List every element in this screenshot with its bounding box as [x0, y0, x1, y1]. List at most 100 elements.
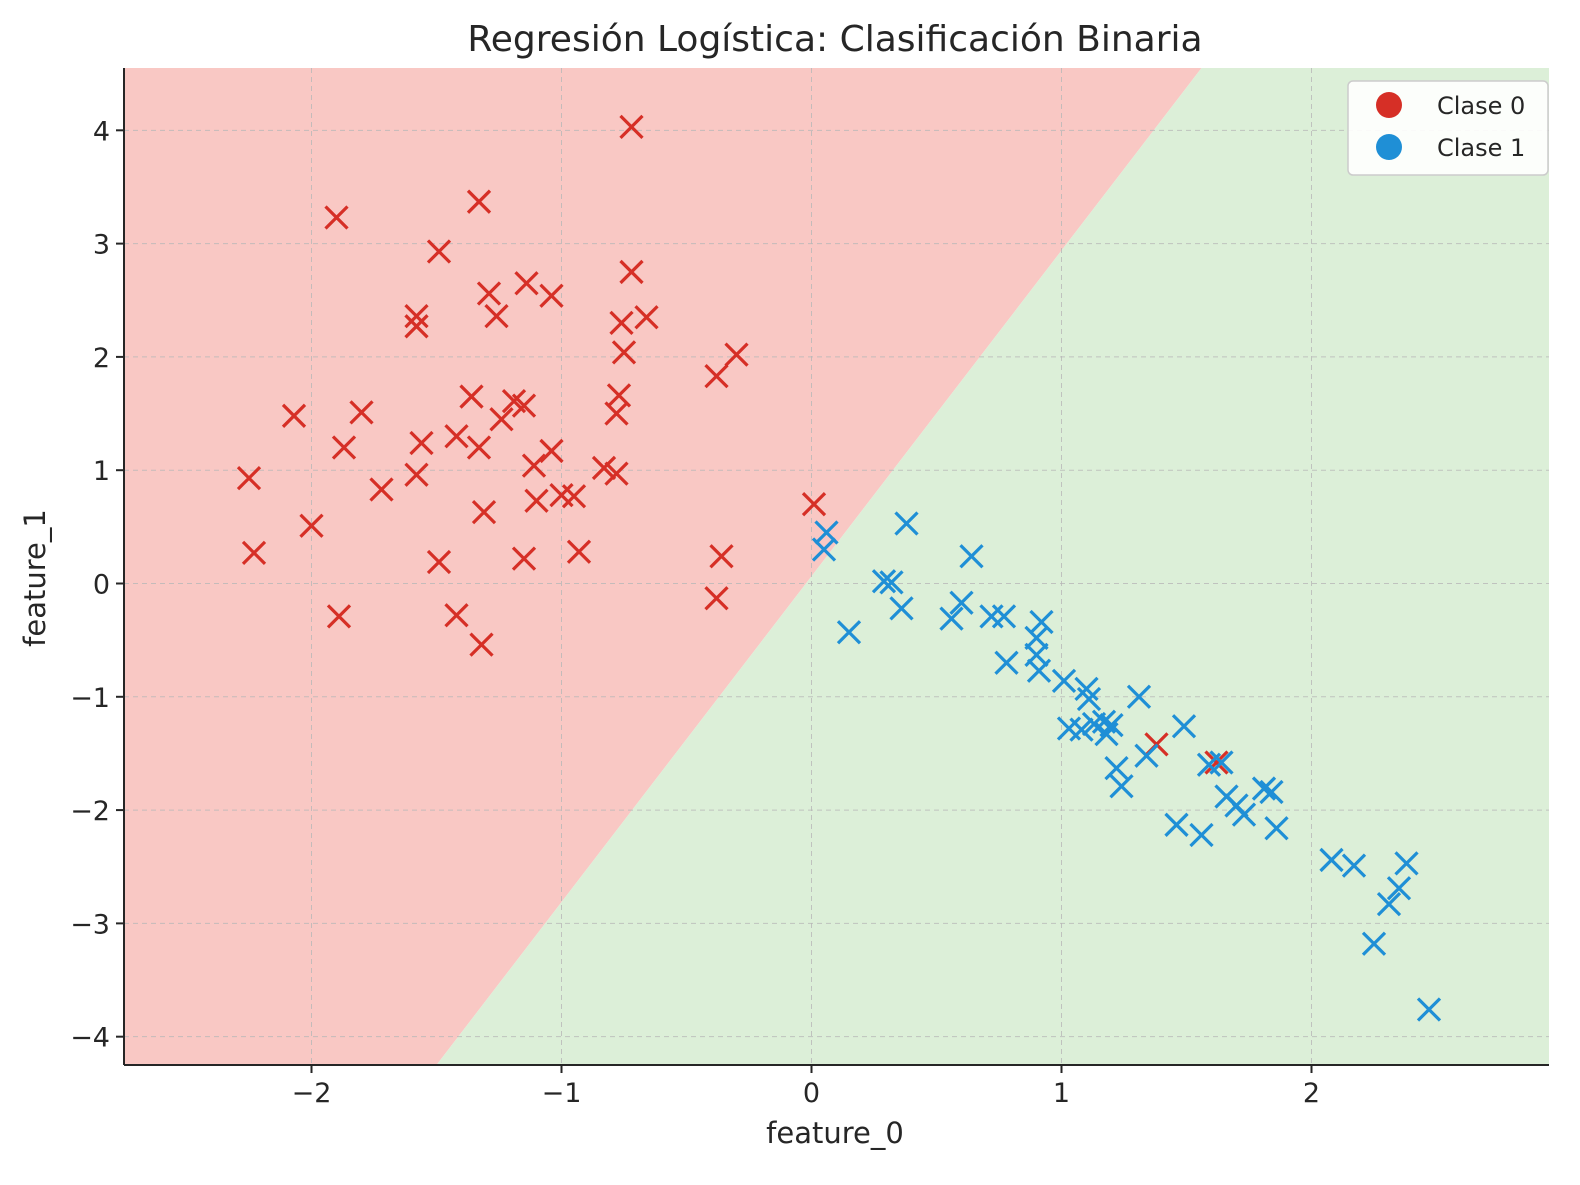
point-clase-0 [466, 435, 492, 460]
point-clase-0 [514, 271, 539, 296]
y-tick-label: 1 [93, 456, 110, 487]
legend-marker-clase-1 [1376, 134, 1402, 160]
point-clase-0 [724, 342, 749, 367]
data-points [236, 114, 1442, 1022]
point-clase-0 [426, 549, 452, 575]
point-clase-1 [994, 650, 1019, 675]
point-clase-0 [466, 189, 492, 214]
point-clase-0 [511, 393, 537, 418]
x-tick-label: 0 [803, 1078, 820, 1109]
point-clase-0 [331, 435, 357, 460]
point-clase-0 [404, 303, 429, 329]
legend: Clase 0 Clase 1 [1347, 80, 1549, 176]
chart-title: Regresión Logística: Clasificación Binar… [467, 19, 1202, 60]
point-clase-0 [539, 283, 564, 308]
point-clase-1 [1361, 931, 1387, 956]
point-clase-1 [894, 511, 919, 536]
point-clase-0 [1204, 750, 1229, 775]
region-clase-1 [436, 68, 1549, 1065]
point-clase-1 [1189, 822, 1214, 848]
point-clase-1 [1126, 684, 1152, 709]
legend-label-clase-1: Clase 1 [1437, 134, 1525, 162]
point-clase-1 [811, 537, 837, 562]
point-clase-0 [606, 383, 632, 408]
y-tick-label: −2 [70, 796, 110, 827]
point-clase-1 [1076, 686, 1102, 712]
point-clase-0 [241, 540, 267, 566]
point-clase-0 [539, 438, 564, 464]
point-clase-0 [409, 430, 434, 456]
point-clase-1 [879, 570, 904, 595]
point-clase-1 [1109, 774, 1134, 799]
y-tick-label: 2 [93, 343, 110, 374]
point-clase-0 [236, 465, 262, 491]
point-clase-0 [484, 303, 509, 329]
x-tick-label: −1 [542, 1078, 582, 1109]
y-tick-label: 0 [93, 569, 110, 600]
point-clase-1 [871, 569, 897, 594]
point-clase-1 [1259, 779, 1284, 805]
point-clase-1 [1026, 658, 1052, 683]
point-clase-0 [326, 604, 352, 629]
point-clase-0 [299, 513, 324, 538]
point-clase-1 [1069, 717, 1094, 742]
point-clase-1 [1024, 625, 1049, 651]
point-clase-0 [404, 462, 429, 487]
point-clase-0 [521, 453, 547, 478]
point-clase-1 [1231, 802, 1257, 827]
point-clase-1 [1394, 851, 1419, 876]
y-axis-label: feature_1 [18, 509, 52, 647]
point-clase-0 [609, 310, 634, 336]
point-clase-1 [959, 544, 984, 569]
point-clase-1 [1134, 743, 1159, 768]
point-clase-1 [1029, 609, 1054, 635]
point-clase-1 [991, 604, 1017, 629]
point-clase-1 [1104, 756, 1129, 781]
point-clase-0 [561, 484, 587, 509]
point-clase-0 [591, 455, 617, 481]
decision-regions [124, 68, 1549, 1065]
point-clase-0 [281, 403, 307, 428]
point-clase-0 [459, 384, 484, 409]
grid [124, 68, 1549, 1065]
point-clase-0 [511, 546, 537, 571]
point-clase-1 [1171, 714, 1197, 739]
point-clase-0 [709, 544, 734, 569]
point-clase-0 [634, 305, 659, 330]
point-clase-1 [949, 590, 974, 615]
x-tick-label: −2 [292, 1078, 332, 1109]
point-clase-1 [1319, 847, 1344, 873]
tick-labels: −2 −1 0 1 2 −4 −3 −2 −1 0 1 2 3 4 [70, 116, 1320, 1109]
point-clase-0 [444, 603, 469, 628]
point-clase-1 [1376, 891, 1402, 917]
point-clase-0 [471, 499, 497, 525]
point-clase-1 [1264, 816, 1289, 841]
point-clase-0 [426, 239, 452, 264]
point-clase-1 [1209, 750, 1234, 775]
point-clase-0 [524, 488, 549, 513]
y-tick-label: −1 [70, 683, 110, 714]
x-tick-label: 1 [1053, 1078, 1070, 1109]
point-clase-0 [444, 424, 469, 449]
point-clase-0 [619, 259, 644, 285]
point-clase-1 [836, 620, 862, 645]
point-clase-0 [324, 205, 349, 230]
point-clase-1 [1164, 812, 1189, 837]
point-clase-0 [489, 407, 514, 432]
point-clase-0 [619, 114, 644, 140]
point-clase-1 [1099, 712, 1124, 738]
point-clase-1 [1386, 876, 1412, 901]
legend-marker-clase-0 [1376, 92, 1402, 118]
x-tick-label: 2 [1303, 1078, 1320, 1109]
y-tick-label: −4 [70, 1023, 110, 1054]
legend-label-clase-0: Clase 0 [1437, 92, 1525, 120]
point-clase-1 [939, 606, 964, 631]
point-clase-0 [469, 632, 494, 657]
point-clase-0 [369, 477, 394, 502]
point-clase-0 [801, 492, 827, 517]
point-clase-0 [704, 364, 729, 389]
point-clase-0 [404, 314, 429, 339]
point-clase-0 [611, 340, 637, 365]
point-clase-1 [1251, 776, 1277, 801]
